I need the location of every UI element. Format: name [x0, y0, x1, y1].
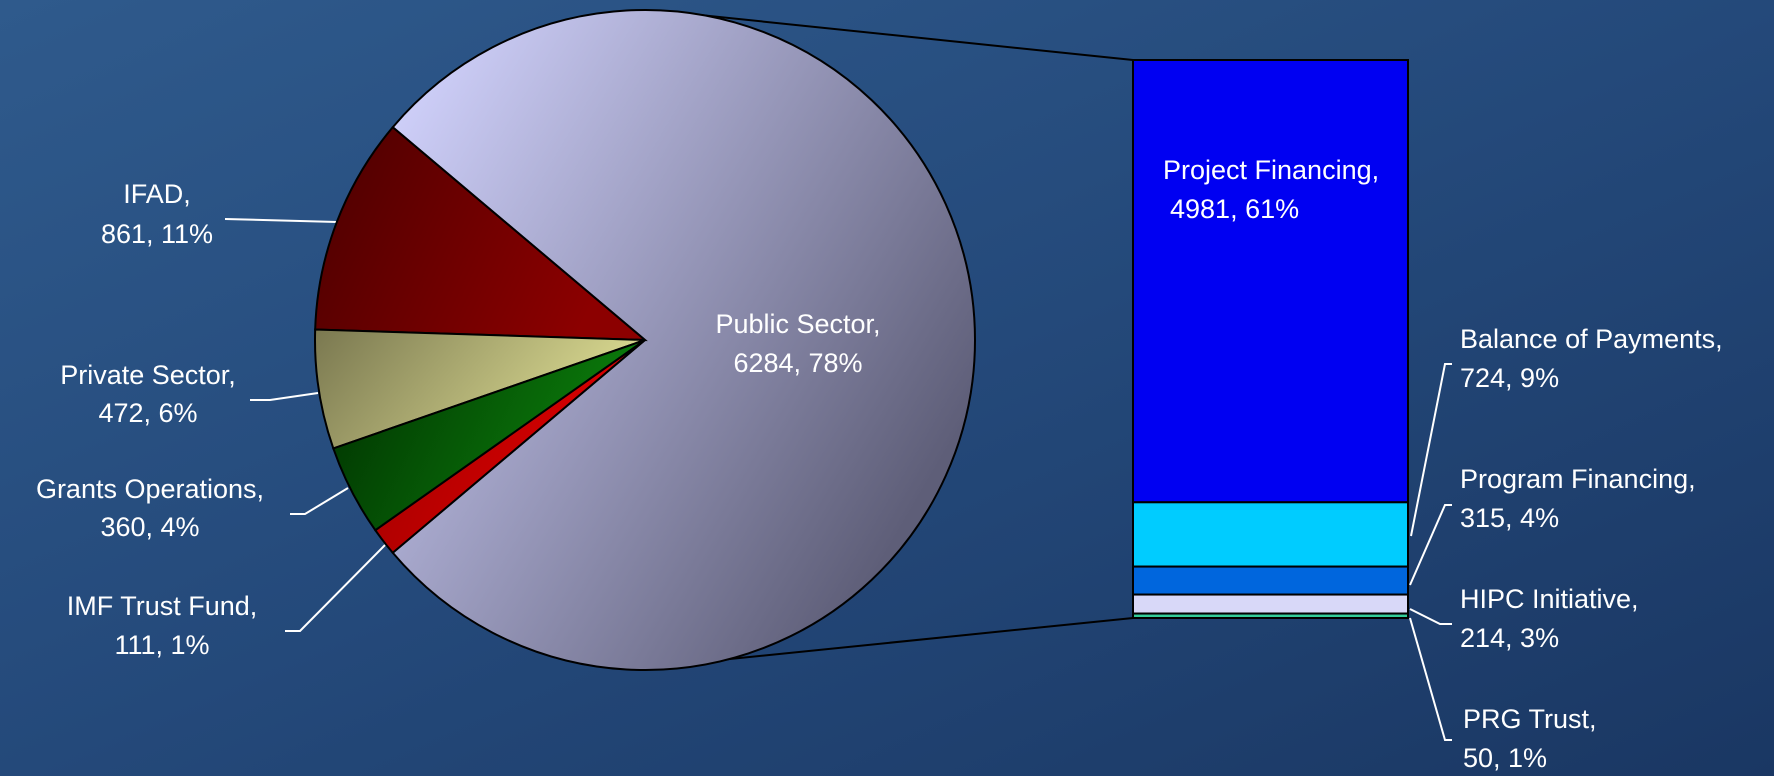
slice-label: IFAD,	[123, 179, 191, 209]
bar-segment	[1132, 501, 1409, 568]
segment-value-label: 724, 9%	[1460, 363, 1559, 393]
leader-line	[250, 392, 319, 401]
slice-value-label: 6284, 78%	[733, 348, 862, 378]
pie-slice	[314, 125, 648, 342]
pie-slice	[373, 339, 646, 555]
segment-label: Program Financing,	[1460, 464, 1696, 494]
slice-value-label: 861, 11%	[101, 219, 213, 249]
slice-value-label: 360, 4%	[100, 512, 199, 542]
slice-label: IMF Trust Fund,	[67, 591, 258, 621]
segment-label: Project Financing,	[1163, 155, 1379, 185]
pie-slice	[391, 9, 976, 671]
segment-value-label: 50, 1%	[1463, 743, 1547, 773]
slice-label: Grants Operations,	[36, 474, 264, 504]
bar-segment	[1132, 565, 1409, 596]
leader-line	[1409, 608, 1452, 625]
segment-label: Balance of Payments,	[1460, 324, 1723, 354]
bar-segment	[1132, 593, 1409, 615]
segment-value-label: 214, 3%	[1460, 623, 1559, 653]
segment-value-label: 315, 4%	[1460, 503, 1559, 533]
slice-value-label: 111, 1%	[114, 630, 209, 660]
leader-line	[224, 218, 338, 223]
leader-line	[285, 544, 386, 632]
leader-line	[1409, 504, 1452, 586]
connector	[699, 14, 1134, 61]
leader-line	[290, 487, 349, 515]
slice-value-label: 472, 6%	[98, 398, 197, 428]
slice-label: Public Sector,	[715, 309, 880, 339]
segment-label: PRG Trust,	[1463, 704, 1597, 734]
leader-line	[1410, 363, 1452, 537]
bar-segment	[1132, 612, 1409, 620]
segment-label: HIPC Initiative,	[1460, 584, 1639, 614]
slice-label: Private Sector,	[60, 360, 236, 390]
segment-value-label: 4981, 61%	[1170, 194, 1299, 224]
connector	[719, 617, 1134, 661]
bar-segment	[1132, 59, 1409, 504]
leader-line	[1409, 617, 1452, 741]
